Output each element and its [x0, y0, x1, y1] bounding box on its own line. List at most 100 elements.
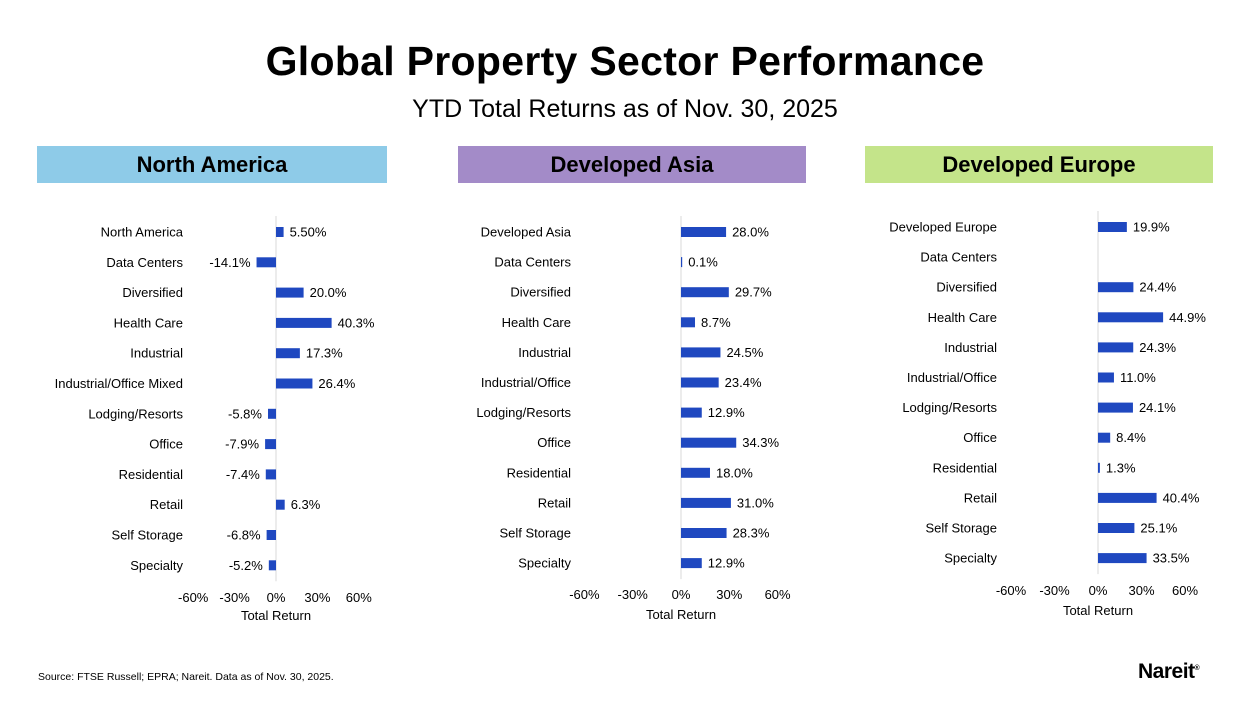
- category-label: Data Centers: [920, 250, 997, 265]
- data-label: 24.5%: [726, 345, 763, 360]
- bar: [1098, 432, 1111, 443]
- bar: [265, 469, 276, 480]
- tick-label: -30%: [618, 587, 649, 602]
- data-label: -6.8%: [227, 528, 261, 543]
- tick-label: 30%: [716, 587, 742, 602]
- bar: [276, 499, 285, 510]
- bar: [1098, 462, 1100, 473]
- data-label: 24.4%: [1139, 280, 1176, 295]
- bar: [276, 317, 332, 328]
- category-label: Residential: [507, 465, 571, 480]
- data-label: 33.5%: [1153, 551, 1190, 566]
- bar: [1098, 222, 1127, 232]
- x-axis-title: Total Return: [646, 607, 716, 622]
- bar: [266, 530, 276, 540]
- category-label: Data Centers: [106, 255, 183, 270]
- data-label: 12.9%: [708, 405, 745, 420]
- category-label: Industrial/Office Mixed: [55, 376, 183, 391]
- data-label: 8.4%: [1116, 430, 1146, 445]
- category-label: Industrial: [518, 345, 571, 360]
- data-label: 24.3%: [1139, 340, 1176, 355]
- bar: [1098, 402, 1133, 413]
- category-label: Specialty: [944, 551, 997, 566]
- category-label: Office: [963, 430, 997, 445]
- data-label: 34.3%: [742, 435, 779, 450]
- data-label: 28.0%: [732, 225, 769, 240]
- page-subtitle: YTD Total Returns as of Nov. 30, 2025: [412, 95, 838, 123]
- category-label: Residential: [119, 467, 183, 482]
- category-label: Retail: [538, 495, 571, 510]
- tick-label: -60%: [178, 590, 209, 605]
- data-label: 23.4%: [725, 375, 762, 390]
- data-label: 8.7%: [701, 315, 731, 330]
- bar: [1098, 342, 1134, 353]
- category-label: North America: [101, 225, 184, 240]
- data-label: 19.9%: [1133, 220, 1170, 235]
- x-axis-title: Total Return: [241, 608, 311, 623]
- bar: [681, 407, 702, 418]
- bar: [681, 317, 696, 328]
- bar: [681, 558, 702, 569]
- data-label: 31.0%: [737, 495, 774, 510]
- category-label: Specialty: [130, 558, 183, 573]
- category-label: Lodging/Resorts: [476, 405, 571, 420]
- bar: [681, 528, 727, 538]
- data-label: 6.3%: [291, 497, 321, 512]
- category-label: Industrial/Office: [481, 375, 571, 390]
- logo-text: Nareit: [1138, 660, 1195, 683]
- bar: [276, 348, 300, 359]
- bar: [681, 257, 683, 268]
- category-label: Self Storage: [499, 526, 571, 541]
- data-label: -5.8%: [228, 406, 262, 421]
- category-label: Residential: [933, 460, 997, 475]
- data-label: 25.1%: [1140, 521, 1177, 536]
- category-label: Industrial/Office: [907, 370, 997, 385]
- developed-asia-header: Developed Asia: [458, 146, 806, 183]
- data-label: 0.1%: [688, 255, 718, 270]
- bar: [681, 377, 719, 388]
- category-label: Diversified: [122, 285, 183, 300]
- category-label: Self Storage: [925, 521, 997, 536]
- category-label: Office: [149, 437, 183, 452]
- category-label: Retail: [964, 490, 997, 505]
- bar: [267, 408, 276, 419]
- tick-label: 60%: [765, 587, 791, 602]
- category-label: Industrial: [130, 346, 183, 361]
- data-label: 1.3%: [1106, 460, 1136, 475]
- bar: [1098, 553, 1147, 564]
- tick-label: -30%: [219, 590, 250, 605]
- category-label: Developed Europe: [889, 220, 997, 235]
- tick-label: 60%: [1172, 583, 1198, 598]
- category-label: Lodging/Resorts: [88, 406, 183, 421]
- bar: [276, 287, 304, 298]
- data-label: 28.3%: [733, 526, 770, 541]
- data-label: 29.7%: [735, 285, 772, 300]
- category-label: Health Care: [928, 310, 997, 325]
- bar: [681, 227, 727, 237]
- bar: [276, 227, 284, 237]
- source-note: Source: FTSE Russell; EPRA; Nareit. Data…: [38, 671, 334, 683]
- data-label: 20.0%: [310, 285, 347, 300]
- bar: [681, 437, 737, 448]
- category-label: Developed Asia: [481, 225, 572, 240]
- data-label: 17.3%: [306, 346, 343, 361]
- bar: [681, 467, 710, 478]
- bar: [1098, 282, 1134, 293]
- category-label: Diversified: [510, 285, 571, 300]
- category-label: Diversified: [936, 280, 997, 295]
- bar: [1098, 372, 1114, 383]
- north-america-header: North America: [37, 146, 387, 183]
- bar: [681, 347, 721, 358]
- tick-label: 0%: [1089, 583, 1108, 598]
- category-label: Health Care: [114, 315, 183, 330]
- data-label: 26.4%: [318, 376, 355, 391]
- page-title: Global Property Sector Performance: [265, 38, 985, 84]
- bar: [1098, 523, 1135, 533]
- category-label: Specialty: [518, 556, 571, 571]
- tick-label: 30%: [1128, 583, 1154, 598]
- bar: [268, 560, 276, 571]
- data-label: 40.4%: [1163, 490, 1200, 505]
- data-label: -14.1%: [209, 255, 251, 270]
- data-label: 24.1%: [1139, 400, 1176, 415]
- nareit-logo: Nareit®: [1138, 660, 1200, 683]
